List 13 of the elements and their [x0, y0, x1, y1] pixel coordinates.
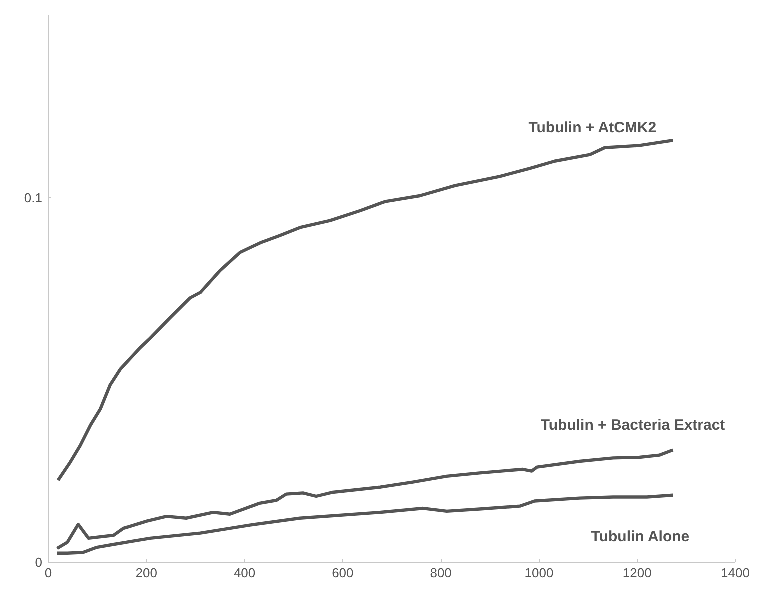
text: Tubulin Alone	[591, 528, 690, 546]
series-label: Tubulin + AtCMK2	[528, 120, 657, 137]
y-tick-label: 0.1	[24, 190, 43, 206]
text: Tubulin + Bacteria Extract	[540, 417, 726, 434]
x-tick-label: 800	[430, 566, 452, 580]
x-tick-label: 1000	[524, 566, 554, 580]
x-tick-label: 200	[136, 566, 158, 580]
x-tick-label: 1400	[721, 566, 750, 580]
x-tick-label: 600	[332, 566, 354, 580]
x-tick-label: 0	[44, 566, 52, 580]
x-tick-label: 400	[234, 566, 256, 580]
line-series	[56, 138, 675, 482]
x-tick-label: 1200	[622, 566, 652, 580]
